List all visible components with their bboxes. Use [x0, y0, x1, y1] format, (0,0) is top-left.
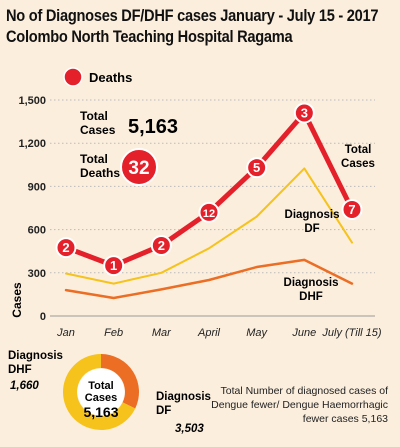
death-marker-label: 7: [348, 202, 355, 217]
pie-label-df: DF: [156, 405, 171, 417]
chart-title: No of Diagnoses DF/DHF cases January - J…: [6, 6, 379, 25]
series-line: [64, 258, 354, 300]
pie-slice: [63, 354, 136, 430]
series-label-total: Cases: [341, 158, 375, 170]
total-deaths-label: Deaths: [80, 166, 120, 180]
total-deaths-label: Total: [80, 152, 108, 166]
series-label-df: DF: [304, 223, 319, 235]
series-label-dhf: Diagnosis: [284, 277, 339, 289]
death-marker: [246, 157, 268, 179]
death-marker-label: 3: [301, 105, 308, 120]
x-tick-label: May: [246, 327, 268, 339]
y-tick-label: 1,200: [18, 138, 46, 150]
pie-label-dhf: DHF: [8, 364, 32, 376]
donut-center-label: Cases: [85, 392, 117, 404]
x-tick-label: July (Till 15): [321, 327, 382, 339]
death-marker-label: 1: [110, 258, 117, 273]
x-tick-label: Mar: [152, 327, 172, 339]
series-line: [65, 167, 353, 285]
total-cases-label: Total: [80, 109, 108, 123]
donut-center-value: 5,163: [83, 404, 118, 420]
death-marker-label: 5: [253, 160, 260, 175]
total-deaths-badge: [120, 148, 158, 186]
series-label-total: Total: [345, 144, 372, 156]
death-marker: [293, 102, 315, 124]
pie-slice: [101, 354, 139, 409]
y-tick-label: 600: [28, 225, 46, 237]
legend-label: Deaths: [89, 70, 132, 85]
death-marker: [150, 234, 172, 256]
y-tick-label: 0: [40, 311, 46, 323]
series-label-dhf: DHF: [299, 291, 323, 303]
y-tick-label: 900: [28, 181, 46, 193]
donut-center-label: Total: [88, 380, 113, 392]
y-axis-label: Cases: [10, 282, 24, 318]
legend-marker: [63, 67, 83, 87]
death-marker: [103, 255, 125, 277]
series-label-df: Diagnosis: [285, 209, 340, 221]
death-marker: [55, 237, 77, 259]
y-tick-label: 1,500: [18, 95, 46, 107]
pie-value-dhf: 1,660: [10, 380, 39, 392]
death-marker: [198, 201, 220, 223]
death-marker: [341, 198, 363, 220]
pie-label-dhf: Diagnosis: [8, 350, 63, 362]
chart-subtitle: Colombo North Teaching Hospital Ragama: [6, 27, 293, 46]
death-marker-label: 2: [62, 240, 69, 255]
x-tick-label: June: [291, 327, 316, 339]
y-tick-label: 300: [28, 268, 46, 280]
donut-hole: [77, 368, 125, 416]
total-deaths-value: 32: [128, 158, 149, 179]
x-tick-label: Jan: [56, 327, 75, 339]
total-cases-value: 5,163: [128, 116, 178, 138]
pie-value-df: 3,503: [175, 423, 204, 435]
footnote: Total Number of diagnosed cases of Dengu…: [211, 385, 388, 425]
total-cases-label: Cases: [80, 123, 116, 137]
death-marker-label: 2: [158, 238, 165, 253]
x-tick-label: April: [197, 327, 221, 339]
pie-label-df: Diagnosis: [156, 391, 211, 403]
x-tick-label: Feb: [104, 327, 123, 339]
death-marker-label: 12: [203, 208, 215, 220]
